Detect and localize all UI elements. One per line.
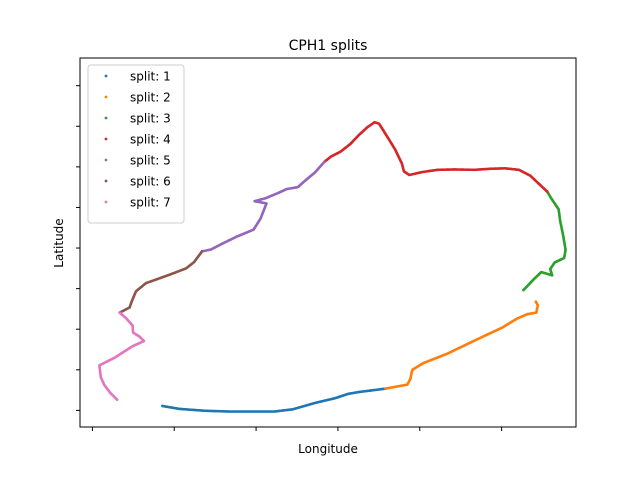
legend-label-6: split: 6 xyxy=(130,175,171,189)
legend-marker-4 xyxy=(104,137,108,141)
series-split-1 xyxy=(161,387,387,413)
y-axis-ticks xyxy=(76,85,80,411)
legend-marker-2 xyxy=(104,95,108,99)
plot-area xyxy=(98,120,567,413)
series-split-6 xyxy=(118,250,204,314)
series-split-7 xyxy=(98,311,146,401)
series-split-2 xyxy=(384,300,540,390)
chart-title: CPH1 splits xyxy=(289,38,368,54)
legend-label-2: split: 2 xyxy=(130,91,171,105)
legend-label-5: split: 5 xyxy=(130,154,171,168)
legend-marker-1 xyxy=(104,74,108,78)
series-split-4 xyxy=(323,120,549,193)
legend-marker-6 xyxy=(104,179,108,183)
series-split-3 xyxy=(522,190,567,292)
legend-box xyxy=(87,64,185,224)
legend: split: 1 split: 2 split: 3 split: 4 split: 5… xyxy=(87,64,185,224)
point-split-7-12 xyxy=(115,398,119,401)
legend-label-3: split: 3 xyxy=(130,112,171,126)
legend-marker-3 xyxy=(104,116,108,120)
x-axis-ticks xyxy=(91,427,503,431)
axes-frame xyxy=(79,57,577,428)
legend-marker-7 xyxy=(104,200,108,204)
y-axis-label: Latitude xyxy=(52,218,66,267)
legend-label-7: split: 7 xyxy=(130,196,171,210)
legend-marker-5 xyxy=(104,158,108,162)
point-split-2-12 xyxy=(534,300,538,303)
legend-label-4: split: 4 xyxy=(130,133,171,147)
legend-label-1: split: 1 xyxy=(130,70,171,84)
x-axis-label: Longitude xyxy=(298,442,358,456)
series-split-5 xyxy=(200,160,326,253)
